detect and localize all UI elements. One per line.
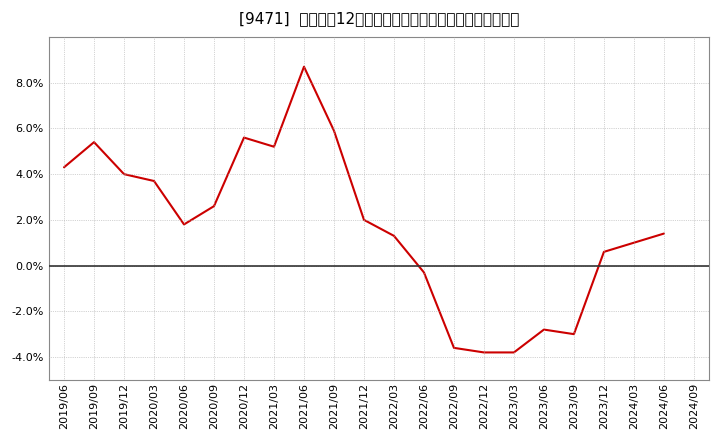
Title: [9471]  売上高の12か月移動合計の対前年同期増減率の推移: [9471] 売上高の12か月移動合計の対前年同期増減率の推移 <box>239 11 519 26</box>
